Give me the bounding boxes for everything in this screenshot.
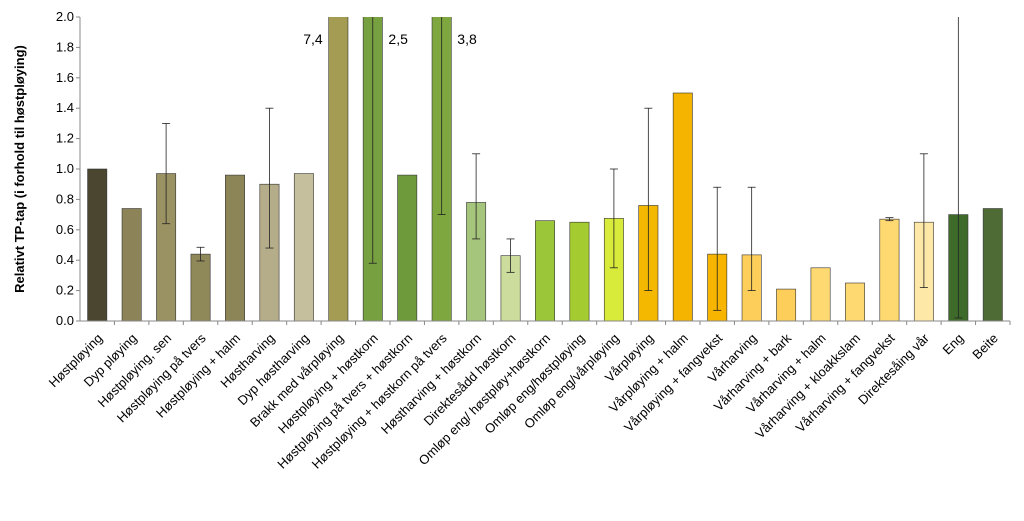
y-tick-label: 1.8 — [56, 39, 74, 54]
error-bar — [196, 246, 205, 262]
y-tick-label: 0.0 — [56, 313, 74, 328]
error-bar — [162, 123, 171, 225]
bar — [569, 221, 590, 321]
bar — [535, 220, 555, 321]
x-tick-label: Beite — [969, 331, 1001, 363]
error-bar — [609, 168, 618, 269]
error-bar — [506, 238, 515, 273]
value-label: 3,8 — [457, 31, 477, 47]
y-tick-label: 0.4 — [56, 252, 74, 267]
error-bar — [954, 17, 963, 319]
error-bar — [919, 153, 928, 288]
bar — [879, 218, 900, 321]
bar — [776, 288, 797, 321]
bar — [982, 208, 1003, 321]
y-tick-label: 1.2 — [56, 131, 74, 146]
y-axis-label: Relativt TP-tap (i forhold til høstpløyi… — [12, 45, 27, 293]
error-bar — [472, 153, 481, 240]
error-bar — [885, 217, 894, 222]
bar — [121, 208, 142, 321]
y-tick-label: 0.2 — [56, 283, 74, 298]
y-tick-label: 2.0 — [56, 9, 74, 24]
bar — [190, 253, 211, 321]
y-tick-label: 0.8 — [56, 191, 74, 206]
bar — [672, 92, 693, 321]
bar — [397, 174, 418, 321]
error-bar — [713, 186, 722, 311]
error-bar — [644, 107, 653, 292]
plot-area — [87, 17, 1003, 321]
y-tick-label: 1.0 — [56, 161, 74, 176]
error-bar — [265, 107, 274, 249]
bar — [328, 17, 349, 321]
bar — [87, 168, 108, 321]
x-tick-label: Eng — [939, 331, 966, 358]
y-tick-label: 1.4 — [56, 100, 74, 115]
bar — [845, 282, 865, 321]
y-tick-label: 0.6 — [56, 222, 74, 237]
y-tick-label: 1.6 — [56, 70, 74, 85]
error-bar — [747, 186, 756, 292]
bar — [293, 173, 314, 321]
value-label: 7,4 — [303, 31, 323, 47]
bar — [225, 174, 245, 321]
value-label: 2,5 — [388, 31, 408, 47]
error-bar — [437, 17, 446, 216]
bar — [810, 267, 831, 321]
error-bar — [368, 17, 377, 264]
